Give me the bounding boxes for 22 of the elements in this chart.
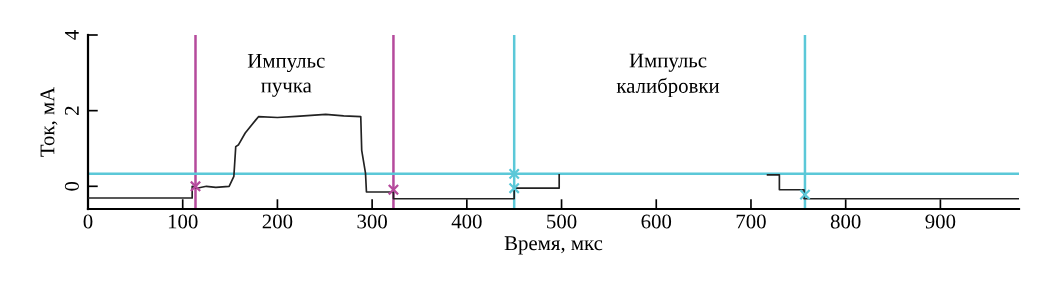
point xyxy=(387,183,400,196)
x-tick-label: 400 xyxy=(451,214,482,229)
y-axis-title: Ток, мА xyxy=(40,86,58,157)
x-tick-label: 900 xyxy=(925,214,956,229)
y-tick-label: 2 xyxy=(64,106,79,115)
y-tick-label: 0 xyxy=(64,181,79,191)
x-tick-label: 600 xyxy=(641,214,672,229)
x-tick-label: 800 xyxy=(830,214,861,229)
y-tick-label: 4 xyxy=(64,30,79,40)
x-axis-title: Время, мкс xyxy=(504,236,603,255)
x-tick-label: 500 xyxy=(547,214,577,229)
x-tick-label: 0 xyxy=(83,214,93,229)
point xyxy=(508,168,520,180)
x-tick-label: 700 xyxy=(736,214,766,229)
point xyxy=(799,188,811,201)
point xyxy=(508,182,520,194)
x-tick-label: 200 xyxy=(262,214,293,229)
x-tick-label: 300 xyxy=(357,214,387,229)
annotation: Импульс пучка xyxy=(247,53,325,97)
x-tick-label: 100 xyxy=(168,214,198,229)
annotation: Импульс калибровки xyxy=(616,53,720,98)
point xyxy=(189,180,202,193)
